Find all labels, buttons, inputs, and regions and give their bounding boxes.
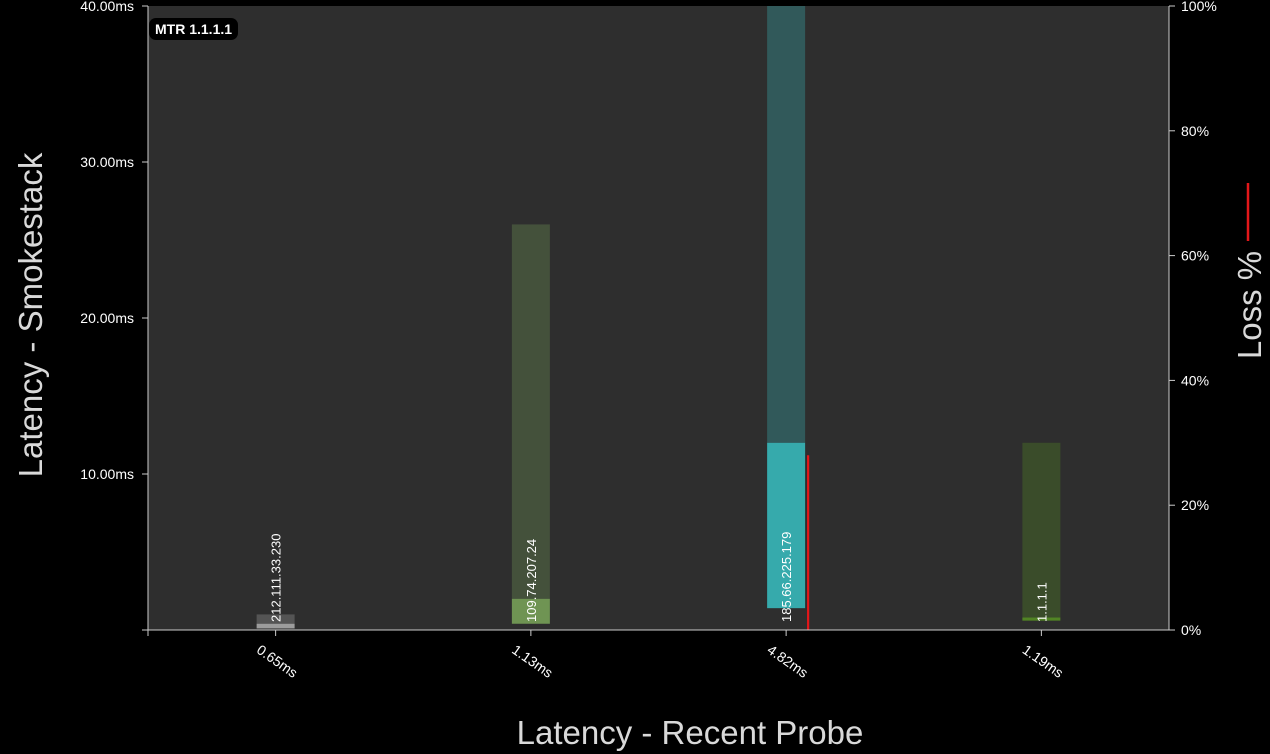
y2-tick-label: 60%: [1181, 248, 1209, 264]
y-tick-label: 10.00ms: [80, 466, 134, 482]
hop-bars: 212.111.33.230 109.74.207.24 185.66.225.17…: [256, 6, 1061, 629]
hop-bar: 212.111.33.230: [256, 534, 295, 629]
hop-bar: 185.66.225.179: [767, 6, 806, 622]
smoke-upper: [1022, 442, 1061, 618]
x-tick-label: 1.13ms: [509, 641, 556, 680]
y-axis-title: Latency - Smokestack: [12, 152, 49, 477]
x-tick-label: 1.19ms: [1020, 641, 1067, 680]
y2-tick-label: 20%: [1181, 497, 1209, 513]
smoke-core: [256, 623, 295, 629]
smoke-core: [1022, 617, 1061, 621]
hop-host-label: 1.1.1.1: [1034, 582, 1049, 622]
y-tick-label: 30.00ms: [80, 154, 134, 170]
y2-axis-title: Loss %: [1231, 251, 1268, 359]
y2-tick-label: 40%: [1181, 372, 1209, 388]
plot-background: [148, 6, 1169, 630]
smoke-core: [511, 598, 550, 624]
y2-tick-label: 0%: [1181, 622, 1201, 638]
hop-bar: 109.74.207.24: [511, 224, 550, 624]
y-tick-label: 20.00ms: [80, 310, 134, 326]
smoke-upper: [767, 6, 806, 443]
hop-bar: 1.1.1.1: [1022, 442, 1061, 622]
hop-host-label: 212.111.33.230: [269, 534, 284, 622]
hop-host-label: 109.74.207.24: [524, 539, 539, 622]
smoke-core: [767, 442, 806, 609]
y2-tick-label: 80%: [1181, 123, 1209, 139]
x-tick-label: 0.65ms: [254, 641, 301, 680]
hop-host-label: 185.66.225.179: [779, 532, 794, 622]
x-axis-title: Latency - Recent Probe: [517, 714, 864, 751]
smoke-upper: [256, 614, 295, 624]
y-tick-label: 40.00ms: [80, 0, 134, 14]
chart-title-badge: MTR 1.1.1.1: [149, 18, 239, 40]
smoke-upper: [511, 224, 550, 599]
y2-tick-label: 100%: [1181, 0, 1217, 14]
x-tick-label: 4.82ms: [764, 641, 811, 680]
